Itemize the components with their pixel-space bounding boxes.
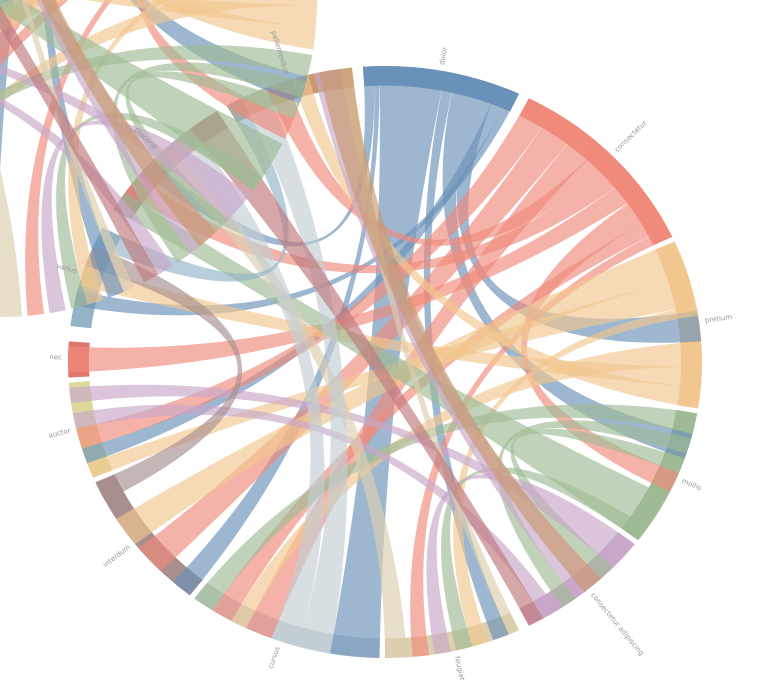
chord-ribbon-31: [41, 120, 250, 314]
chord-ribbon-23: [194, 404, 698, 611]
chord-ribbon-4: [442, 73, 693, 459]
chord-ribbon-26: [112, 62, 307, 263]
chord-ribbon-38: [0, 5, 159, 283]
chord-ribbon-30: [0, 65, 240, 221]
segment-label-0: dolor: [438, 46, 449, 65]
segment-label-9: nec: [49, 353, 62, 361]
segment-label-6: cursus: [267, 645, 282, 670]
chord-ribbon-31: [426, 474, 635, 655]
chord-ribbon-23: [0, 45, 313, 102]
chord-ribbon-36: [85, 246, 243, 501]
chord-ribbon-9: [138, 110, 581, 572]
chord-ribbon-13: [67, 175, 645, 373]
chord-ribbon-26: [497, 420, 692, 608]
chord-ribbon-20: [78, 265, 702, 388]
segment-label-7: interdum: [102, 543, 132, 569]
chord-ribbon-35: [168, 128, 325, 647]
chord-ribbon-29: [0, 97, 173, 275]
segment-arc-7: [95, 474, 203, 596]
chord-ribbon-33: [0, 168, 23, 317]
segment-label-2: pretium: [704, 313, 732, 325]
chord-ribbon-21: [151, 0, 316, 50]
segment-label-5: feugiat: [453, 656, 466, 682]
chord-ribbon-21: [292, 74, 701, 409]
chord-ribbon-39: [41, 0, 217, 247]
chord-ribbon-18: [87, 275, 697, 478]
chord-ribbon-34: [241, 87, 348, 654]
segment-label-4: consectetur adipiscing: [589, 591, 645, 657]
chord-ribbon-39: [319, 67, 602, 593]
chord-ribbon-22: [453, 305, 699, 647]
segment-label-1: consectetur: [613, 119, 648, 154]
chord-ribbon-27: [56, 112, 263, 309]
chord-ribbon-27: [441, 467, 648, 651]
segment-label-8: auctor: [48, 427, 72, 440]
chord-ribbon-14: [137, 0, 294, 139]
chord-ribbon-38: [189, 110, 544, 626]
segment-label-3: mollis: [680, 477, 702, 493]
chord-ribbon-16: [25, 0, 113, 316]
chord-ribbon-32: [21, 0, 134, 292]
